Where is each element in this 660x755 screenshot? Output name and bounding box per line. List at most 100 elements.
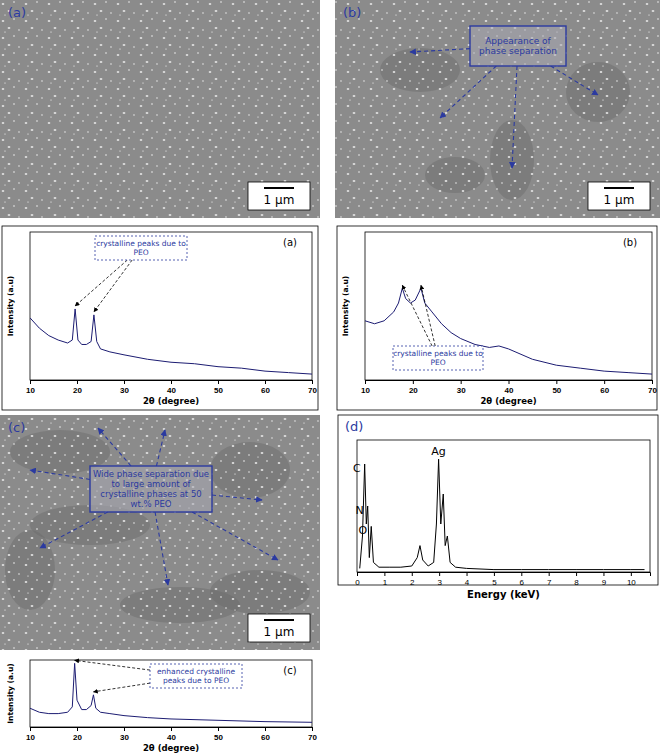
x-axis: 10203040506070 xyxy=(26,727,317,742)
annotation-text: crystalline peaks due toPEO xyxy=(393,349,483,367)
annotation-arrow xyxy=(93,683,150,692)
scale-bar-label: 1 μm xyxy=(604,193,635,207)
x-tick: 40 xyxy=(505,380,514,395)
x-tick-label: 70 xyxy=(308,733,317,742)
chart: 102030405060702θ (degree)Intensity (a.u)… xyxy=(2,226,318,410)
x-tick: 60 xyxy=(600,380,609,395)
plot-area xyxy=(360,459,645,569)
x-tick-mark xyxy=(77,380,78,384)
x-axis-line xyxy=(358,573,651,577)
x-tick-label: 5 xyxy=(492,578,497,587)
x-tick-label: 50 xyxy=(552,386,561,395)
x-tick-mark xyxy=(384,572,385,576)
annotation-arrow xyxy=(75,660,150,670)
panel-border xyxy=(337,226,657,410)
scale-bar xyxy=(264,187,294,189)
scale-bar-box xyxy=(588,182,650,210)
x-tick: 1 xyxy=(383,572,388,587)
annotation-arrow xyxy=(410,49,470,52)
annotation-arrow xyxy=(421,285,435,346)
scale-bar-box xyxy=(248,182,310,210)
annotation-box xyxy=(393,346,483,370)
micrograph: (b)1 μmAppearance ofphase separation xyxy=(335,0,660,218)
scale-bar xyxy=(604,187,634,189)
plot-frame xyxy=(30,232,312,380)
x-tick-mark xyxy=(576,572,577,576)
x-tick: 50 xyxy=(214,727,223,742)
x-tick: 30 xyxy=(120,380,129,395)
x-tick-label: 20 xyxy=(409,386,418,395)
x-tick-label: 10 xyxy=(361,386,370,395)
x-axis-label: 2θ (degree) xyxy=(143,743,199,753)
x-tick-mark xyxy=(218,727,219,731)
chart-title: (b) xyxy=(623,237,637,248)
x-tick-mark xyxy=(171,380,172,384)
data-line xyxy=(365,288,652,374)
data-line xyxy=(30,663,312,722)
x-tick-mark xyxy=(357,572,358,576)
x-tick-mark xyxy=(556,380,557,384)
annotation-arrow xyxy=(402,285,432,346)
x-tick-mark xyxy=(124,727,125,731)
x-tick-mark xyxy=(494,572,495,576)
annotation-arrow xyxy=(98,428,131,466)
x-tick: 50 xyxy=(214,380,223,395)
annotation-arrow xyxy=(440,66,496,118)
annotation-arrow xyxy=(155,512,168,585)
chart-title: (c) xyxy=(283,665,296,676)
chart: 102030405060702θ (degree)Intensity (a.u)… xyxy=(337,226,657,410)
y-axis-label: Intensity (a.u) xyxy=(341,276,350,336)
x-tick: 70 xyxy=(308,380,317,395)
annotation-text: Wide phase separation dueto large amount… xyxy=(93,469,209,508)
scale-bar xyxy=(264,619,294,621)
x-tick-mark xyxy=(412,572,413,576)
plot-area xyxy=(365,288,652,374)
x-tick: 40 xyxy=(167,727,176,742)
peak-label: Ag xyxy=(431,445,446,458)
x-tick-label: 30 xyxy=(120,733,129,742)
x-tick: 3 xyxy=(437,572,442,587)
x-tick: 60 xyxy=(261,727,270,742)
x-tick: 10 xyxy=(26,380,35,395)
x-tick-label: 40 xyxy=(167,733,176,742)
x-tick-label: 60 xyxy=(261,733,270,742)
x-tick: 10 xyxy=(627,572,636,587)
x-tick: 9 xyxy=(602,572,607,587)
x-tick: 20 xyxy=(409,380,418,395)
x-tick-mark xyxy=(365,380,366,384)
x-axis-line xyxy=(366,381,653,385)
chart: 102030405060702θ (degree)Intensity (a.u)… xyxy=(6,660,317,753)
x-tick-mark xyxy=(124,380,125,384)
x-tick-mark xyxy=(30,380,31,384)
scale-bar-label: 1 μm xyxy=(264,625,295,639)
data-line xyxy=(360,459,645,569)
micrograph-texture xyxy=(335,0,660,218)
annotation-arrow xyxy=(212,495,262,500)
x-axis: 012345678910 xyxy=(355,572,650,587)
annotation-text: enhanced crystallinepeaks due to PEO xyxy=(157,667,235,685)
x-tick-label: 7 xyxy=(547,578,552,587)
x-tick-mark xyxy=(652,380,653,384)
x-tick: 8 xyxy=(574,572,579,587)
micrograph-texture xyxy=(0,415,320,650)
x-tick-mark xyxy=(312,727,313,731)
chart-title: (d) xyxy=(345,419,363,434)
x-tick: 70 xyxy=(308,727,317,742)
annotation-box xyxy=(150,664,242,688)
micrograph: (c)1 μmWide phase separation dueto large… xyxy=(0,415,320,650)
peak-label: N xyxy=(355,504,363,517)
x-tick-label: 40 xyxy=(505,386,514,395)
annotation-arrow xyxy=(75,260,127,306)
x-tick: 6 xyxy=(520,572,525,587)
x-tick: 5 xyxy=(492,572,497,587)
x-tick-label: 3 xyxy=(437,578,442,587)
x-tick: 10 xyxy=(26,727,35,742)
x-axis-line xyxy=(31,728,313,732)
x-tick-label: 50 xyxy=(214,386,223,395)
x-tick-label: 70 xyxy=(648,386,657,395)
x-tick: 0 xyxy=(355,572,360,587)
plot-area xyxy=(30,663,312,722)
annotation-arrow xyxy=(40,512,108,548)
scale-bar-box xyxy=(248,614,310,642)
x-tick-label: 50 xyxy=(214,733,223,742)
